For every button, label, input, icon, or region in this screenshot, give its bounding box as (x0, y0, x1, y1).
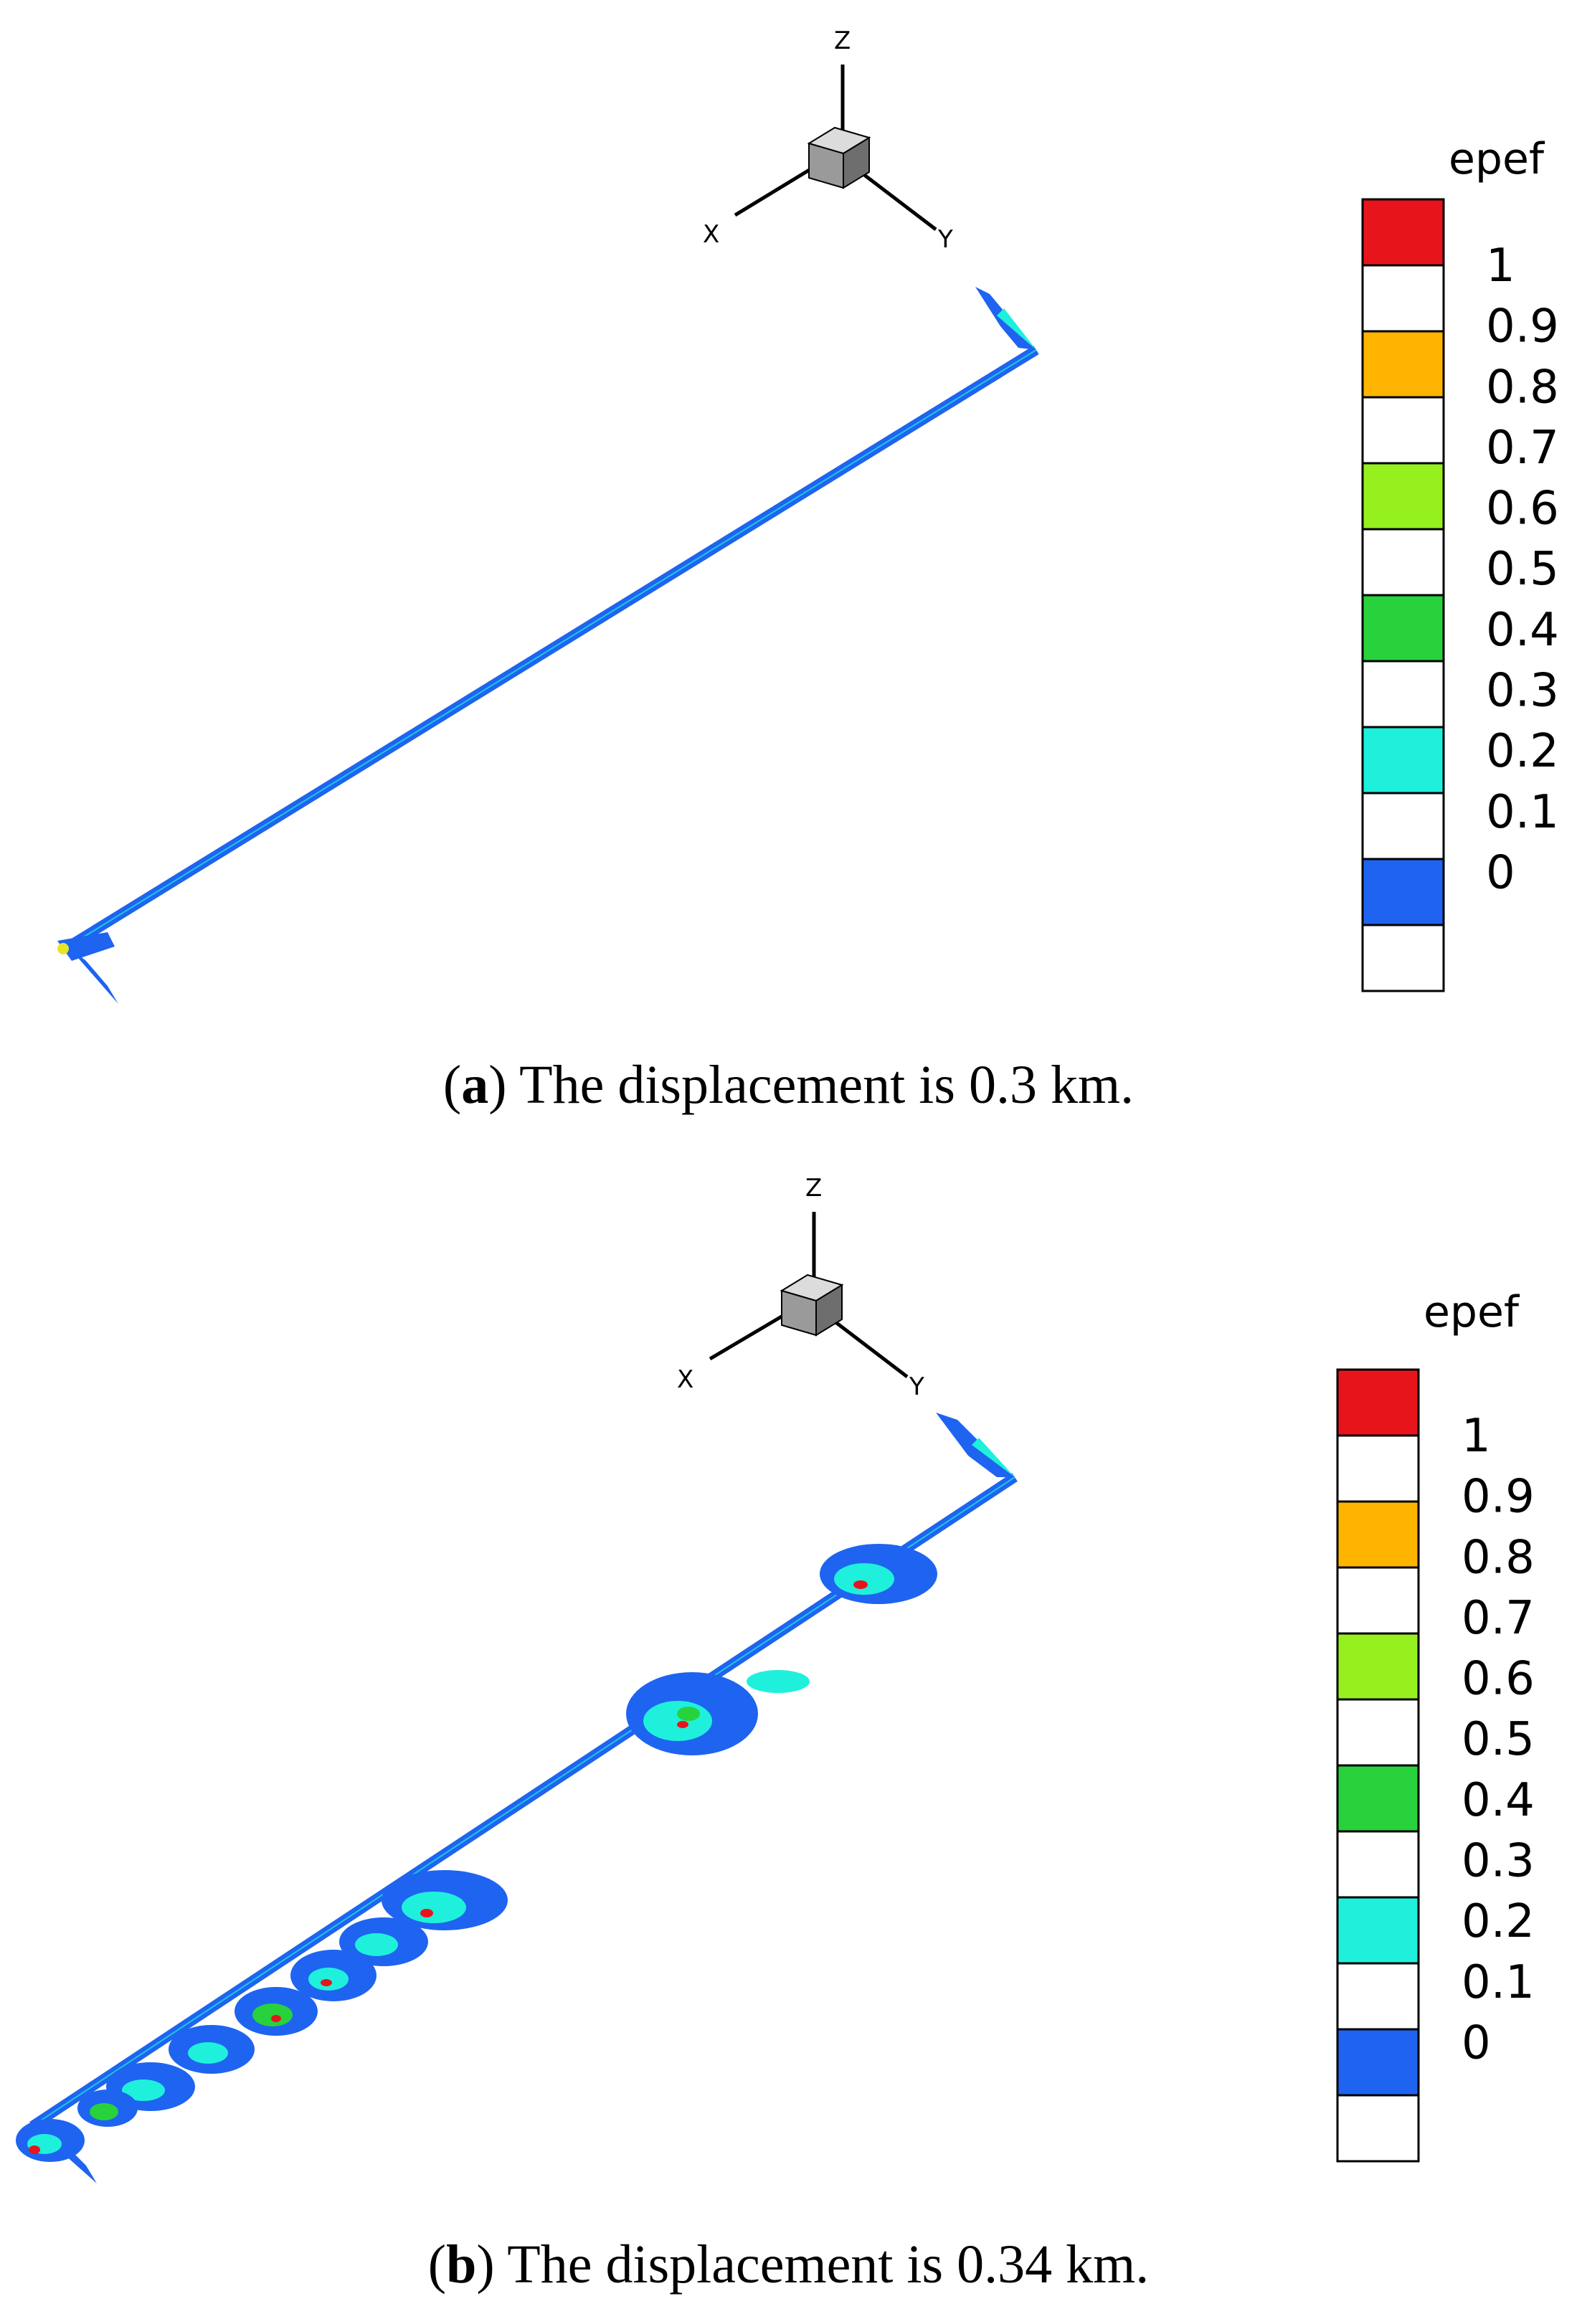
axis-triad-a: Z X Y (703, 27, 953, 254)
legend-band (1336, 1962, 1420, 2031)
legend-bars-a (1361, 198, 1445, 992)
axis-label-x-a: X (703, 220, 719, 249)
legend-b: epef 1 0.9 0.8 0.7 0.6 0.5 0.4 0.3 0.2 0.1 0 (1336, 1287, 1535, 2163)
legend-band (1336, 2094, 1420, 2163)
axis-label-z-a: Z (834, 27, 851, 55)
legend-a: epef 1 0.9 0.8 0.7 0.6 0.5 0.4 0.3 0.2 0.1 0 (1361, 134, 1559, 992)
legend-band (1336, 1896, 1420, 1965)
panel-b: Z X Y (0, 1162, 1577, 2324)
legend-band (1336, 1500, 1420, 1569)
legend-tick-label: 0 (1486, 846, 1515, 899)
legend-band (1361, 594, 1445, 663)
caption-b: (b) The displacement is 0.34 km. (427, 2234, 1150, 2295)
legend-band (1361, 792, 1445, 860)
rupture-patches-b (16, 1544, 937, 2162)
caption-text-b: The displacement is 0.34 km. (507, 2234, 1150, 2295)
legend-band (1336, 1632, 1420, 1701)
axis-triad-b: Z X Y (677, 1174, 924, 1401)
legend-tick-label: 1 (1462, 1410, 1491, 1463)
fault-trace-b (16, 1413, 1018, 2183)
legend-tick-label: 0.6 (1486, 483, 1559, 536)
legend-band (1336, 1830, 1420, 1899)
caption-a: (a) The displacement is 0.3 km. (442, 1055, 1135, 1115)
legend-tick-label: 0.1 (1486, 786, 1559, 839)
legend-tick-label: 0.4 (1462, 1774, 1535, 1827)
legend-tick-label: 0.9 (1462, 1471, 1535, 1524)
legend-band (1361, 330, 1445, 399)
legend-tick-label: 0.7 (1462, 1592, 1535, 1645)
legend-tick-label: 0 (1462, 2016, 1491, 2069)
legend-tick-label: 0.5 (1486, 543, 1559, 596)
legend-tick-label: 0.5 (1462, 1713, 1535, 1766)
axis-label-y-b: Y (909, 1372, 924, 1401)
legend-tick-label: 0.3 (1486, 664, 1559, 717)
legend-band (1336, 1566, 1420, 1635)
legend-tick-label: 0.2 (1486, 725, 1559, 778)
legend-tick-label: 0.9 (1486, 300, 1559, 354)
legend-band (1361, 264, 1445, 333)
legend-tick-label: 0.3 (1462, 1834, 1535, 1887)
legend-band (1361, 462, 1445, 531)
axis-label-z-b: Z (805, 1174, 822, 1203)
panel-a: Z X Y epef 1 0.9 0.8 0.7 0.6 0.5 0.4 0.3 0.2 0.1 0… (57, 27, 1559, 1115)
contour-plot-a: Z X Y (57, 27, 1039, 1004)
fault-trace-a (57, 287, 1039, 1004)
legend-tick-label: 0.7 (1486, 422, 1559, 475)
legend-band (1361, 396, 1445, 465)
legend-band (1336, 1368, 1420, 1437)
caption-letter-b: b (446, 2234, 477, 2295)
axis-label-x-b: X (677, 1365, 693, 1394)
legend-band (1336, 1698, 1420, 1767)
legend-title-b: epef (1424, 1287, 1520, 1337)
legend-band (1336, 1764, 1420, 1833)
legend-bars-b (1336, 1368, 1420, 2163)
legend-tick-label: 0.4 (1486, 604, 1559, 657)
legend-band (1361, 660, 1445, 729)
legend-tick-label: 1 (1486, 239, 1515, 293)
legend-title-a: epef (1449, 134, 1545, 184)
caption-letter-a: a (461, 1055, 489, 1115)
legend-ticks-b: 1 0.9 0.8 0.7 0.6 0.5 0.4 0.3 0.2 0.1 0 (1462, 1410, 1535, 2069)
legend-tick-label: 0.2 (1462, 1895, 1535, 1948)
legend-tick-label: 0.8 (1486, 361, 1559, 414)
legend-tick-label: 0.6 (1462, 1653, 1535, 1706)
legend-tick-label: 0.1 (1462, 1956, 1535, 2009)
axis-label-y-a: Y (937, 225, 953, 254)
legend-band (1336, 1434, 1420, 1503)
legend-band (1336, 2028, 1420, 2097)
legend-tick-label: 0.8 (1462, 1531, 1535, 1584)
legend-band (1361, 924, 1445, 992)
contour-plot-b: Z X Y (16, 1174, 1018, 2183)
legend-band (1361, 726, 1445, 795)
legend-band (1361, 528, 1445, 597)
caption-text-a: The displacement is 0.3 km. (519, 1055, 1135, 1115)
legend-ticks-a: 1 0.9 0.8 0.7 0.6 0.5 0.4 0.3 0.2 0.1 0 (1486, 239, 1559, 899)
legend-band (1361, 198, 1445, 267)
legend-band (1361, 858, 1445, 926)
